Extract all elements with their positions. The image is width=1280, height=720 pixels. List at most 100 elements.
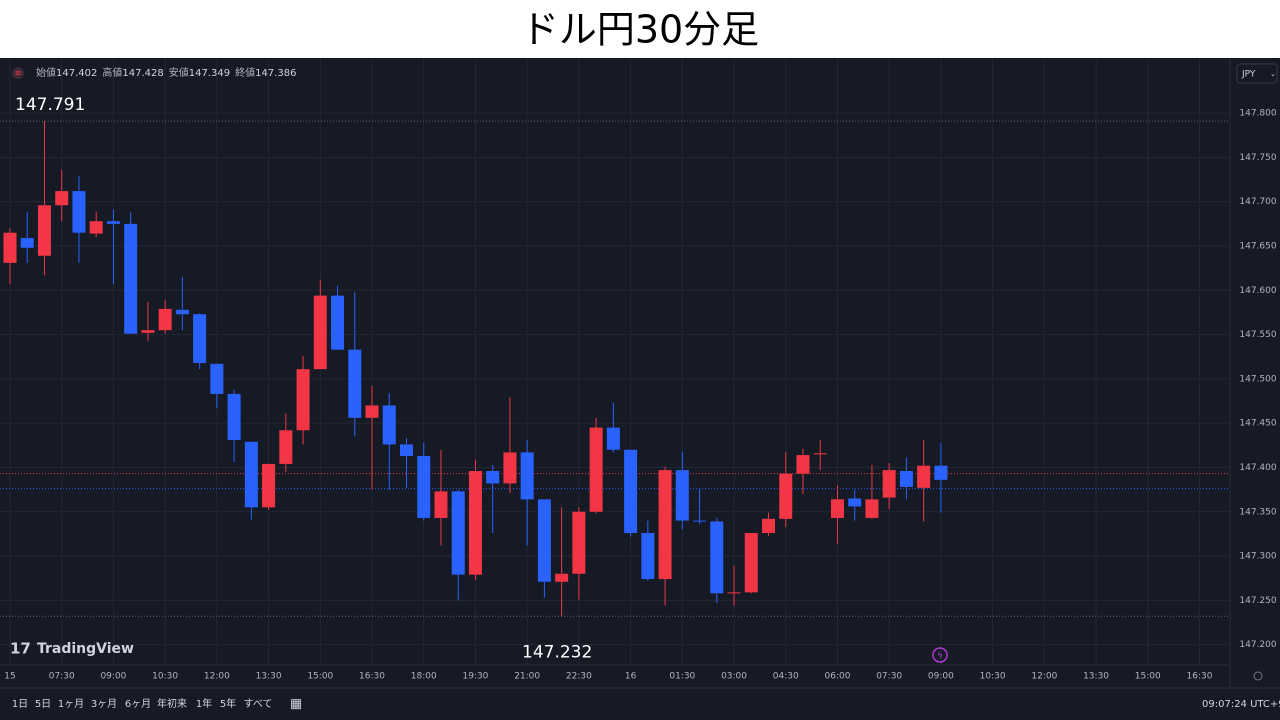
y-tick-label: 147.400 <box>1239 463 1276 473</box>
x-tick-label: 12:00 <box>1031 672 1057 682</box>
candle-body <box>244 441 258 508</box>
candle-body <box>210 363 224 394</box>
range-button[interactable]: 5日 <box>35 699 51 710</box>
settings-icon[interactable] <box>1253 671 1263 681</box>
range-button[interactable]: 年初来 <box>157 697 187 710</box>
candle-body <box>399 444 413 456</box>
x-tick-label: 13:30 <box>1083 672 1109 682</box>
currency-caret: ⌄ <box>1270 70 1276 78</box>
candle-body <box>537 499 551 582</box>
candle-body <box>572 511 586 574</box>
x-tick-label: 09:00 <box>100 672 126 682</box>
x-tick-label: 07:30 <box>49 672 75 682</box>
candle-body <box>227 393 241 441</box>
candle-body <box>917 465 931 488</box>
x-tick-label: 15:00 <box>1135 672 1161 682</box>
candle-body <box>296 369 310 431</box>
candle-body <box>589 427 603 512</box>
range-button[interactable]: 6ヶ月 <box>125 698 151 710</box>
x-tick-label: 04:30 <box>773 672 799 682</box>
x-tick-label: 12:00 <box>204 672 230 682</box>
y-tick-label: 147.550 <box>1239 330 1276 340</box>
candle-body <box>175 309 189 315</box>
candle-body <box>641 533 655 580</box>
candle-body <box>658 470 672 580</box>
range-button[interactable]: 5年 <box>220 697 236 710</box>
x-tick-label: 03:00 <box>721 672 747 682</box>
y-tick-label: 147.800 <box>1239 109 1276 119</box>
brand-mark: 17 <box>10 640 31 658</box>
candle-body <box>675 470 689 521</box>
x-tick-label: 09:00 <box>928 672 954 682</box>
chart-title: ドル円30分足 <box>521 8 759 52</box>
candle-body <box>710 521 724 594</box>
candle-body <box>727 592 741 594</box>
candle-body <box>158 308 172 331</box>
y-tick-label: 147.750 <box>1239 153 1276 163</box>
candle-body <box>365 405 379 418</box>
candle-body <box>382 405 396 445</box>
currency-label: JPY <box>1241 70 1256 80</box>
candle-body <box>468 471 482 575</box>
x-tick-label: 21:00 <box>514 672 540 682</box>
candle-body <box>693 520 707 522</box>
annotation-label: 147.791 <box>15 95 85 115</box>
annotation-label: 147.232 <box>522 642 592 662</box>
candle-body <box>865 499 879 518</box>
range-button[interactable]: すべて <box>244 698 273 710</box>
y-tick-label: 147.250 <box>1239 596 1276 606</box>
y-tick-label: 147.350 <box>1239 507 1276 517</box>
candle-body <box>37 205 51 256</box>
header <box>0 0 1280 58</box>
brand-name: TradingView <box>37 641 134 657</box>
legend-label: 終値 <box>235 66 255 79</box>
candle-body <box>141 330 155 333</box>
y-tick-label: 147.450 <box>1239 419 1276 429</box>
y-tick-label: 147.700 <box>1239 197 1276 207</box>
candle-body <box>555 573 569 582</box>
candle-body <box>279 430 293 464</box>
x-tick-label: 15 <box>4 672 15 682</box>
x-tick-label: 16:30 <box>359 672 385 682</box>
ohlc-legend: 始値147.402 高値147.428 安値147.349 終値147.386 <box>36 66 296 79</box>
candle-body <box>89 221 103 234</box>
x-tick-label: 15:00 <box>307 672 333 682</box>
x-tick-label: 19:30 <box>462 672 488 682</box>
x-tick-label: 22:30 <box>566 672 592 682</box>
y-tick-label: 147.300 <box>1239 552 1276 562</box>
brand-logo[interactable]: 17 TradingView <box>10 640 134 658</box>
legend-value: 147.402 <box>56 68 97 79</box>
candle-body <box>813 453 827 455</box>
x-tick-label: 01:30 <box>669 672 695 682</box>
candle-body <box>331 295 345 350</box>
candle-body <box>262 463 276 508</box>
x-tick-label: 18:00 <box>411 672 437 682</box>
x-tick-label: 06:00 <box>825 672 851 682</box>
alert-icon[interactable] <box>932 647 948 663</box>
candle-body <box>503 452 517 484</box>
range-button[interactable]: 1年 <box>196 697 212 710</box>
range-button[interactable]: 3ヶ月 <box>91 698 117 710</box>
candle-body <box>106 221 120 224</box>
candle-body <box>124 223 138 334</box>
candle-body <box>624 449 638 534</box>
candle-body <box>55 191 69 206</box>
symbol-icon[interactable] <box>12 67 24 79</box>
candle-body <box>830 499 844 518</box>
alert-bolt: ϟ <box>937 652 943 662</box>
range-button[interactable]: 1日 <box>12 699 28 710</box>
currency-button[interactable] <box>1236 63 1278 84</box>
candle-body <box>848 498 862 507</box>
legend-label: 始値 <box>36 66 56 79</box>
y-tick-label: 147.650 <box>1239 242 1276 252</box>
calendar-icon[interactable]: ▦ <box>290 697 302 712</box>
candle-body <box>744 533 758 593</box>
candle-body <box>779 473 793 519</box>
range-button[interactable]: 1ヶ月 <box>58 698 84 710</box>
candle-body <box>3 232 17 263</box>
y-tick-label: 147.600 <box>1239 286 1276 296</box>
candle-body <box>434 491 448 518</box>
candle-body <box>606 427 620 450</box>
